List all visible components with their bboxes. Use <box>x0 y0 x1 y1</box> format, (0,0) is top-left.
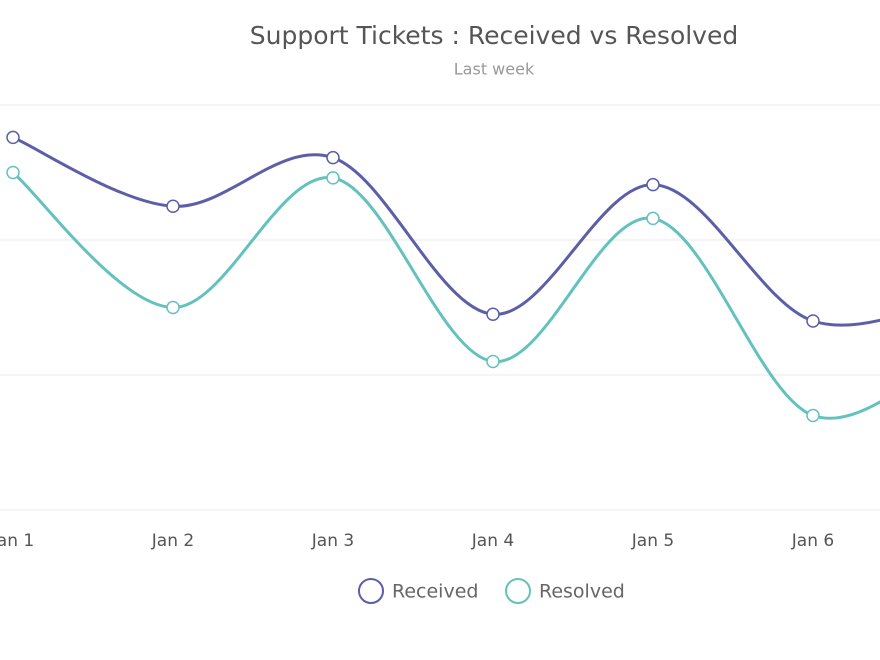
legend-marker <box>358 578 384 604</box>
x-tick-label: Jan 2 <box>151 531 194 551</box>
point-marker <box>646 211 660 226</box>
point-marker <box>6 165 20 180</box>
series-line <box>12 171 880 420</box>
x-tick-label: Jan 3 <box>311 531 354 551</box>
point-marker <box>326 171 340 185</box>
point-marker <box>166 300 180 315</box>
chart-title: Support Tickets : Received vs Resolved <box>250 21 738 50</box>
x-tick-label: Jan 6 <box>791 531 834 551</box>
point-marker <box>806 408 820 423</box>
chart-subtitle: Last week <box>454 60 535 79</box>
legend-label: Received <box>392 581 478 603</box>
point-marker <box>806 314 820 328</box>
point-marker <box>6 130 20 145</box>
x-tick-label: Jan 5 <box>631 531 674 551</box>
point-marker <box>486 307 500 321</box>
legend-label: Resolved <box>539 581 625 603</box>
x-tick-label: Jan 4 <box>471 531 514 551</box>
x-tick-label: Jan 1 <box>0 531 34 551</box>
point-marker <box>486 354 500 369</box>
legend-marker <box>505 578 531 604</box>
point-marker <box>646 177 660 192</box>
point-marker <box>326 150 340 165</box>
point-marker <box>166 199 180 213</box>
